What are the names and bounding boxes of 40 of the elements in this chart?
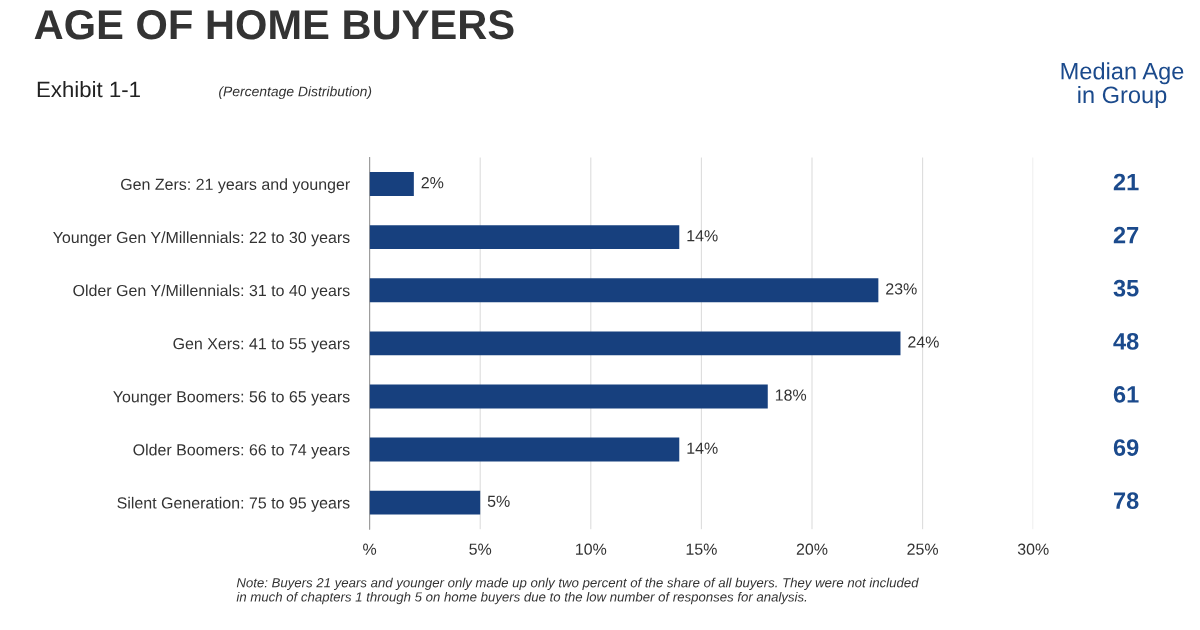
chart-title: AGE OF HOME BUYERS xyxy=(34,10,514,40)
y-tick-label: Younger Gen Y/Millennials: 22 to 30 years xyxy=(53,231,350,247)
text: 48 xyxy=(1113,332,1139,350)
data-label: 2% xyxy=(421,177,444,189)
bar xyxy=(369,225,680,250)
text: (Percentage Distribution) xyxy=(219,86,372,100)
data-label: 24% xyxy=(908,336,939,348)
y-tick-label: Gen Zers: 21 years and younger xyxy=(121,178,350,194)
text: 61 xyxy=(1113,386,1139,403)
bar xyxy=(369,172,414,196)
text: Exhibit 1-1 xyxy=(37,80,140,98)
x-tick-label: 25% xyxy=(907,543,939,555)
bar xyxy=(369,490,481,515)
x-tick-label: 20% xyxy=(796,543,828,555)
data-label: 14% xyxy=(687,230,718,242)
text: 21 xyxy=(1113,173,1139,191)
data-label: 5% xyxy=(487,495,510,507)
x-tick-label: 30% xyxy=(1017,543,1049,555)
data-label: 23% xyxy=(886,283,917,295)
text: 27 xyxy=(1113,226,1139,244)
bar xyxy=(369,278,879,303)
bar xyxy=(369,437,680,462)
y-tick-label: Gen Xers: 41 to 55 years xyxy=(173,337,350,353)
y-tick-label: Older Gen Y/Millennials: 31 to 40 years xyxy=(73,284,350,300)
data-label: 14% xyxy=(687,442,718,454)
bar xyxy=(369,384,768,409)
text: 78 xyxy=(1113,492,1139,509)
bar xyxy=(369,331,901,356)
text: 35 xyxy=(1113,279,1139,297)
text: 69 xyxy=(1113,439,1139,456)
data-label: 18% xyxy=(775,389,807,401)
text: Note: Buyers 21 years and younger only made up only two percent of the share of all buyers. They were not included in much of chapters 1 through 5 on home buyers due to the low number of responses for analysis. xyxy=(236,577,919,605)
y-tick-label: Older Boomers: 66 to 74 years xyxy=(133,443,350,459)
x-tick-label: 5% xyxy=(469,543,492,555)
text: Median Age in Group xyxy=(1061,62,1184,108)
x-tick-label: % xyxy=(363,543,377,555)
x-tick-label: 10% xyxy=(576,543,607,555)
y-tick-label: Silent Generation: 75 to 95 years xyxy=(117,496,350,512)
y-tick-label: Younger Boomers: 56 to 65 years xyxy=(113,391,350,406)
x-tick-label: 15% xyxy=(686,543,717,555)
